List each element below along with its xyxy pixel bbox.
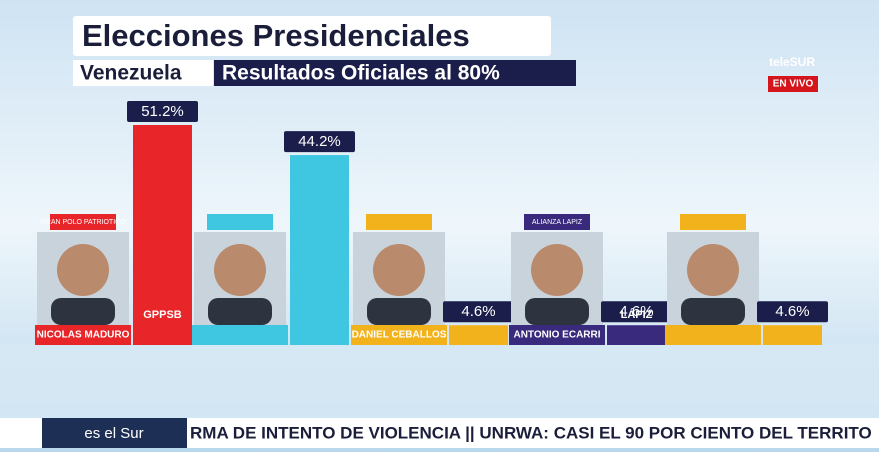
value-label-box	[284, 131, 355, 153]
candidate-name: ANTONIO ECARRI	[513, 330, 600, 341]
title: Elecciones Presidenciales	[82, 18, 470, 53]
name-box	[509, 325, 605, 345]
party-name: GRAN POLO PATRIOTICO	[40, 219, 126, 226]
subtitle: Resultados Oficiales al 80%	[222, 62, 500, 85]
value-label-box	[127, 101, 198, 122]
candidate-name: NICOLAS MADURO	[37, 330, 130, 341]
candidate-face	[687, 244, 739, 296]
bar-logo: GPPSB	[143, 309, 182, 321]
name-box	[35, 325, 131, 345]
country-box	[73, 60, 213, 86]
name-box	[665, 325, 761, 345]
value-label: 51.2%	[141, 103, 184, 120]
candidate-face	[373, 244, 425, 296]
bar-logo: LÁPIZ	[621, 308, 653, 321]
value-label-box	[601, 301, 672, 323]
value-label: 4.6%	[775, 303, 809, 320]
live-box	[768, 76, 818, 92]
party-box	[680, 214, 746, 230]
value-label: 4.6%	[619, 303, 653, 320]
subtitle-box	[214, 60, 576, 86]
bar	[763, 325, 822, 345]
value-label: 4.6%	[461, 303, 495, 320]
candidate-name: DANIEL CEBALLOS	[352, 330, 447, 341]
candidate-body	[208, 298, 272, 325]
channel-logo: teleSUR	[769, 55, 815, 69]
bar	[449, 325, 508, 345]
bar	[290, 155, 349, 345]
ticker-tag: es el Sur	[84, 425, 143, 442]
value-label: 44.2%	[298, 133, 341, 150]
party-name: ALIANZA LAPIZ	[532, 219, 583, 226]
party-box	[524, 214, 590, 230]
party-box	[207, 214, 273, 230]
candidate-face	[531, 244, 583, 296]
party-box	[50, 214, 116, 230]
floor	[0, 345, 879, 418]
value-label-box	[757, 301, 828, 323]
candidate-body	[51, 298, 115, 325]
candidate-body	[525, 298, 589, 325]
candidate-body	[367, 298, 431, 325]
candidate-body	[681, 298, 745, 325]
bar	[607, 325, 666, 345]
ticker-tag-box	[42, 418, 187, 448]
name-box	[192, 325, 288, 345]
country: Venezuela	[80, 62, 182, 85]
candidate-face	[57, 244, 109, 296]
live: EN VIVO	[773, 79, 814, 90]
value-label-box	[443, 301, 514, 323]
bar	[133, 125, 192, 345]
ticker-text: RMA DE INTENTO DE VIOLENCIA || UNRWA: CA…	[190, 423, 872, 442]
candidate-face	[214, 244, 266, 296]
name-box	[351, 325, 447, 345]
title-box	[73, 16, 551, 56]
party-box	[366, 214, 432, 230]
